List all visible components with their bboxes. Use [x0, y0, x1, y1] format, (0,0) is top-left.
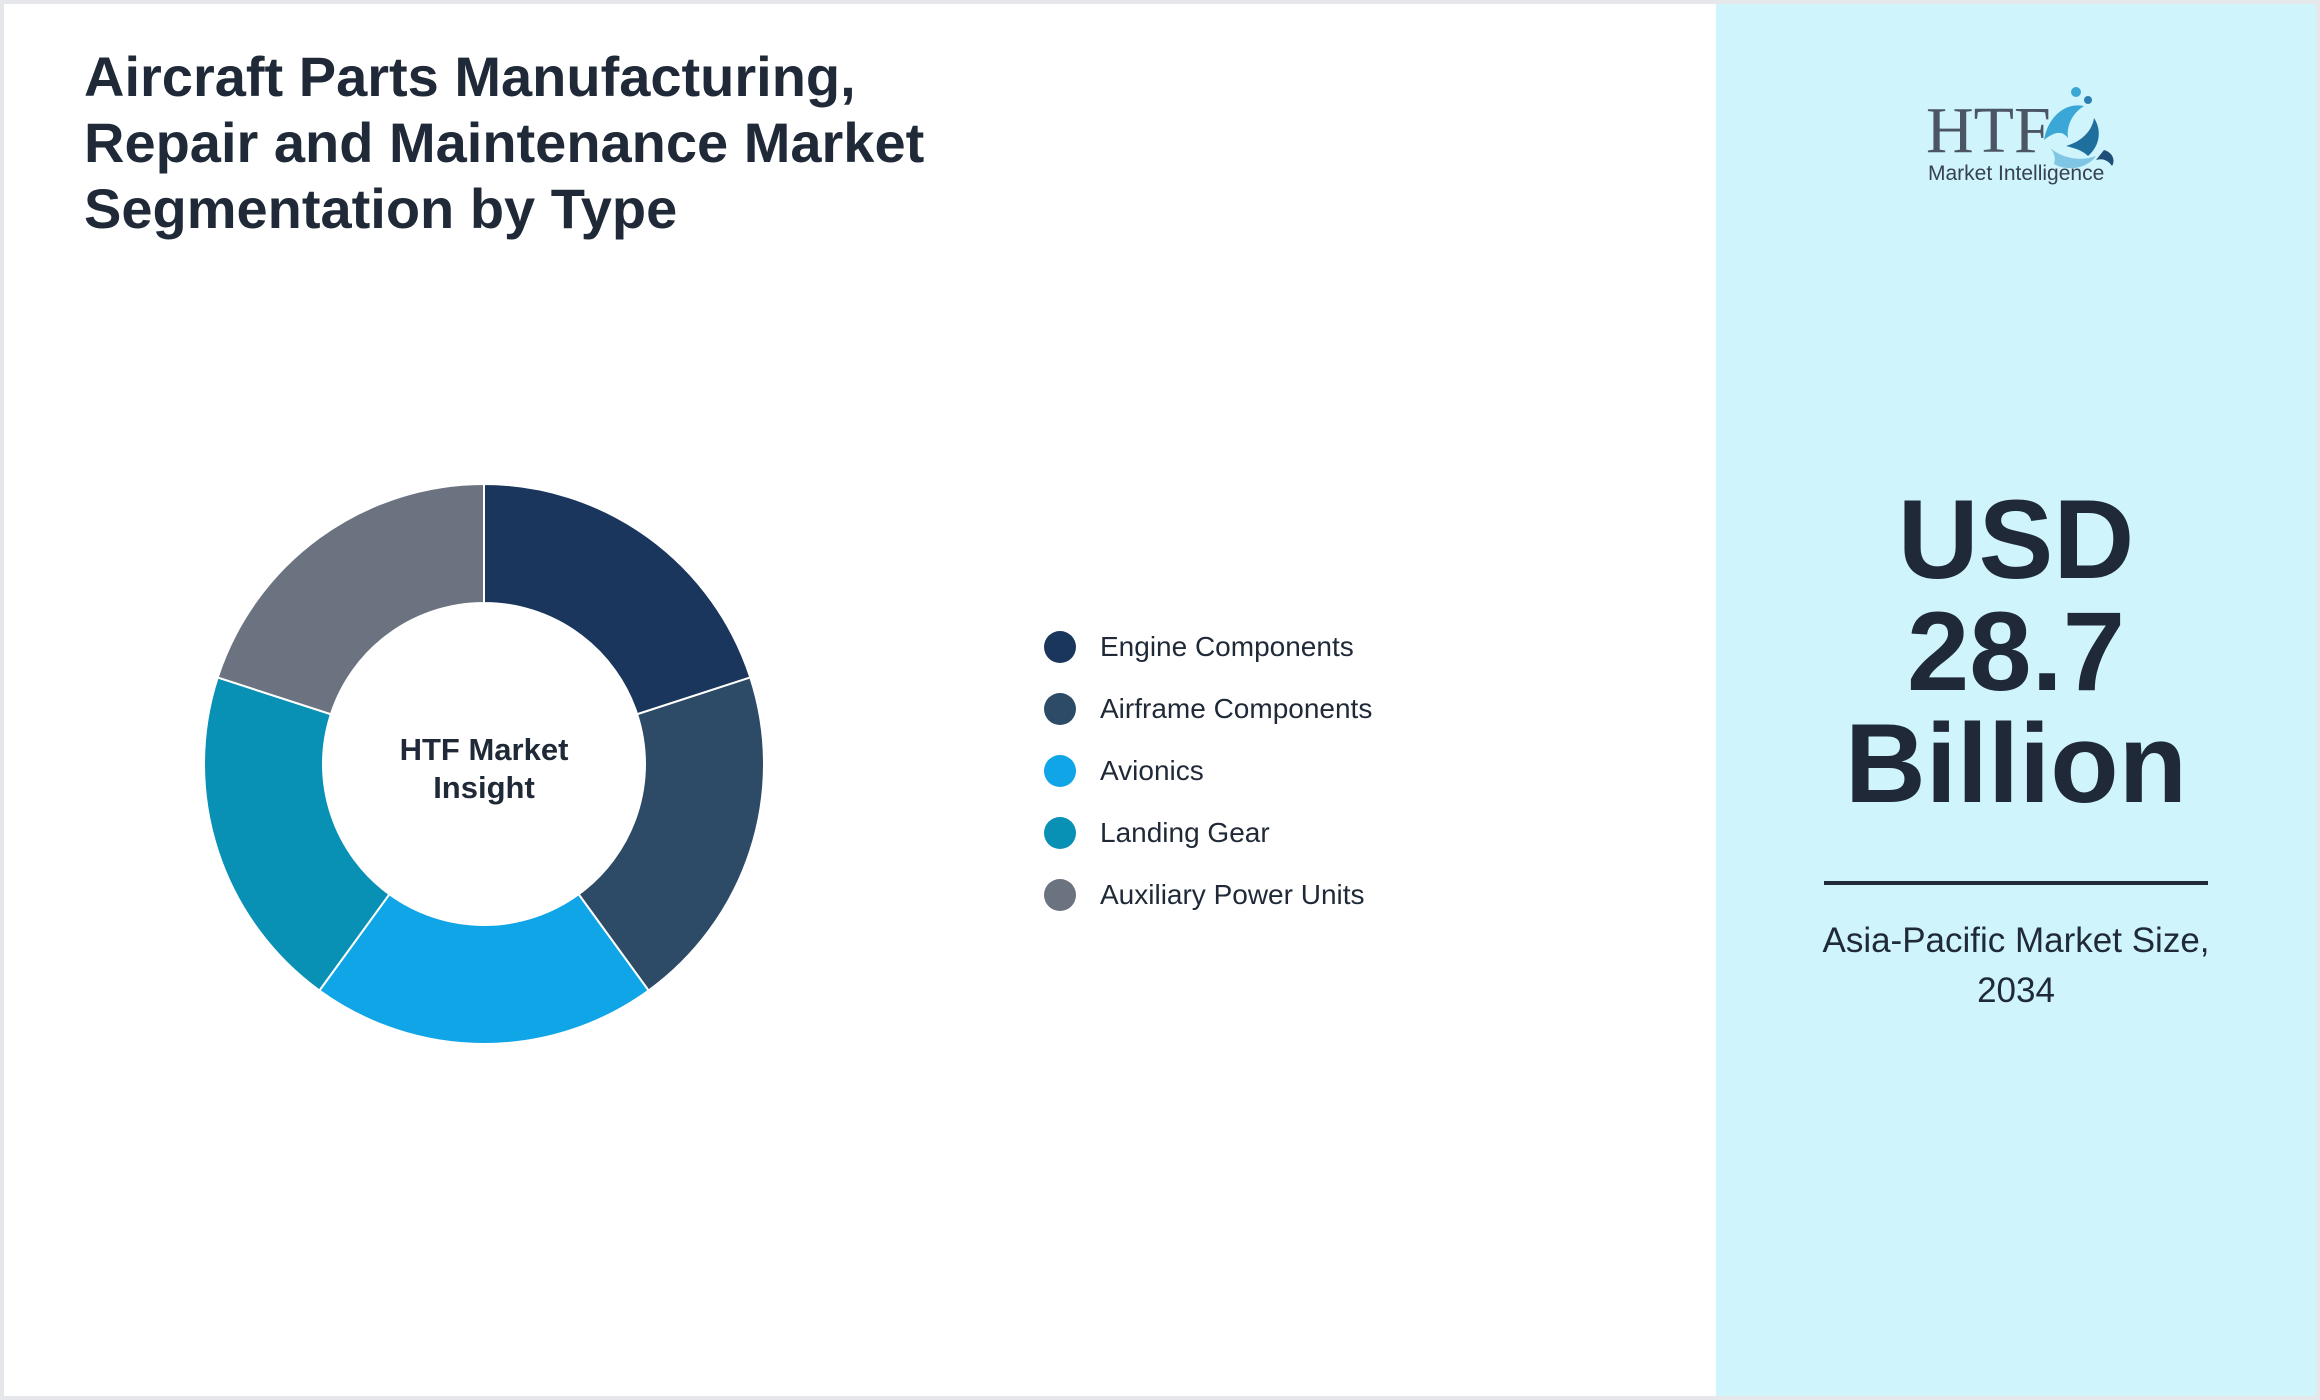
donut-center-label-line: HTF Market: [400, 732, 569, 767]
legend-swatch: [1044, 817, 1076, 849]
donut-center-label-line: Insight: [433, 770, 535, 805]
donut-slice: [577, 676, 765, 992]
donut-slice: [318, 892, 650, 1046]
chart-title-line: Segmentation by Type: [84, 177, 678, 240]
market-size-panel: HTF Market Intelligence USD 28.7 Billion…: [1716, 4, 2316, 1396]
chart-title-line: Repair and Maintenance Market: [84, 111, 925, 174]
logo-tagline: Market Intelligence: [1928, 162, 2104, 185]
legend-label: Avionics: [1100, 755, 1204, 786]
legend-label: Airframe Components: [1100, 693, 1373, 724]
market-caption: Asia-Pacific Market Size, 2034: [1716, 916, 2316, 1016]
chart-title-line: Aircraft Parts Manufacturing,: [84, 45, 856, 108]
donut-slice: [483, 482, 752, 716]
legend-label: Landing Gear: [1100, 817, 1270, 848]
chart-panel: Aircraft Parts Manufacturing, Repair and…: [4, 4, 1716, 1396]
legend-item: Auxiliary Power Units: [1044, 864, 1372, 926]
legend-item: Landing Gear: [1044, 802, 1372, 864]
legend-item: Avionics: [1044, 740, 1372, 802]
legend-label: Engine Components: [1100, 631, 1354, 662]
logo-letters: HTF: [1926, 94, 2051, 167]
market-value-line: USD: [1897, 477, 2135, 602]
legend-swatch: [1044, 693, 1076, 725]
market-value: USD 28.7 Billion: [1716, 484, 2316, 820]
chart-legend: Engine Components Airframe Components Avio…: [1044, 616, 1372, 926]
donut-chart: HTF Market Insight: [203, 482, 765, 1046]
donut-slices: [203, 482, 765, 1046]
divider: [1824, 881, 2208, 885]
market-caption-line: 2034: [1977, 971, 2055, 1010]
market-caption-line: Asia-Pacific Market Size,: [1822, 921, 2210, 960]
market-value-line: Billion: [1844, 701, 2188, 826]
legend-item: Airframe Components: [1044, 678, 1372, 740]
htf-logo: HTF Market Intelligence: [1926, 87, 2114, 185]
legend-swatch: [1044, 755, 1076, 787]
legend-swatch: [1044, 879, 1076, 911]
legend-swatch: [1044, 631, 1076, 663]
infographic-card: Aircraft Parts Manufacturing, Repair and…: [4, 4, 2316, 1396]
donut-slice: [216, 482, 485, 716]
legend-label: Auxiliary Power Units: [1100, 879, 1365, 910]
donut-slice: [203, 676, 391, 992]
market-value-line: 28.7: [1907, 589, 2125, 714]
logo-swirl-icon: [2044, 87, 2114, 169]
legend-item: Engine Components: [1044, 616, 1372, 678]
chart-title: Aircraft Parts Manufacturing, Repair and…: [84, 44, 984, 242]
